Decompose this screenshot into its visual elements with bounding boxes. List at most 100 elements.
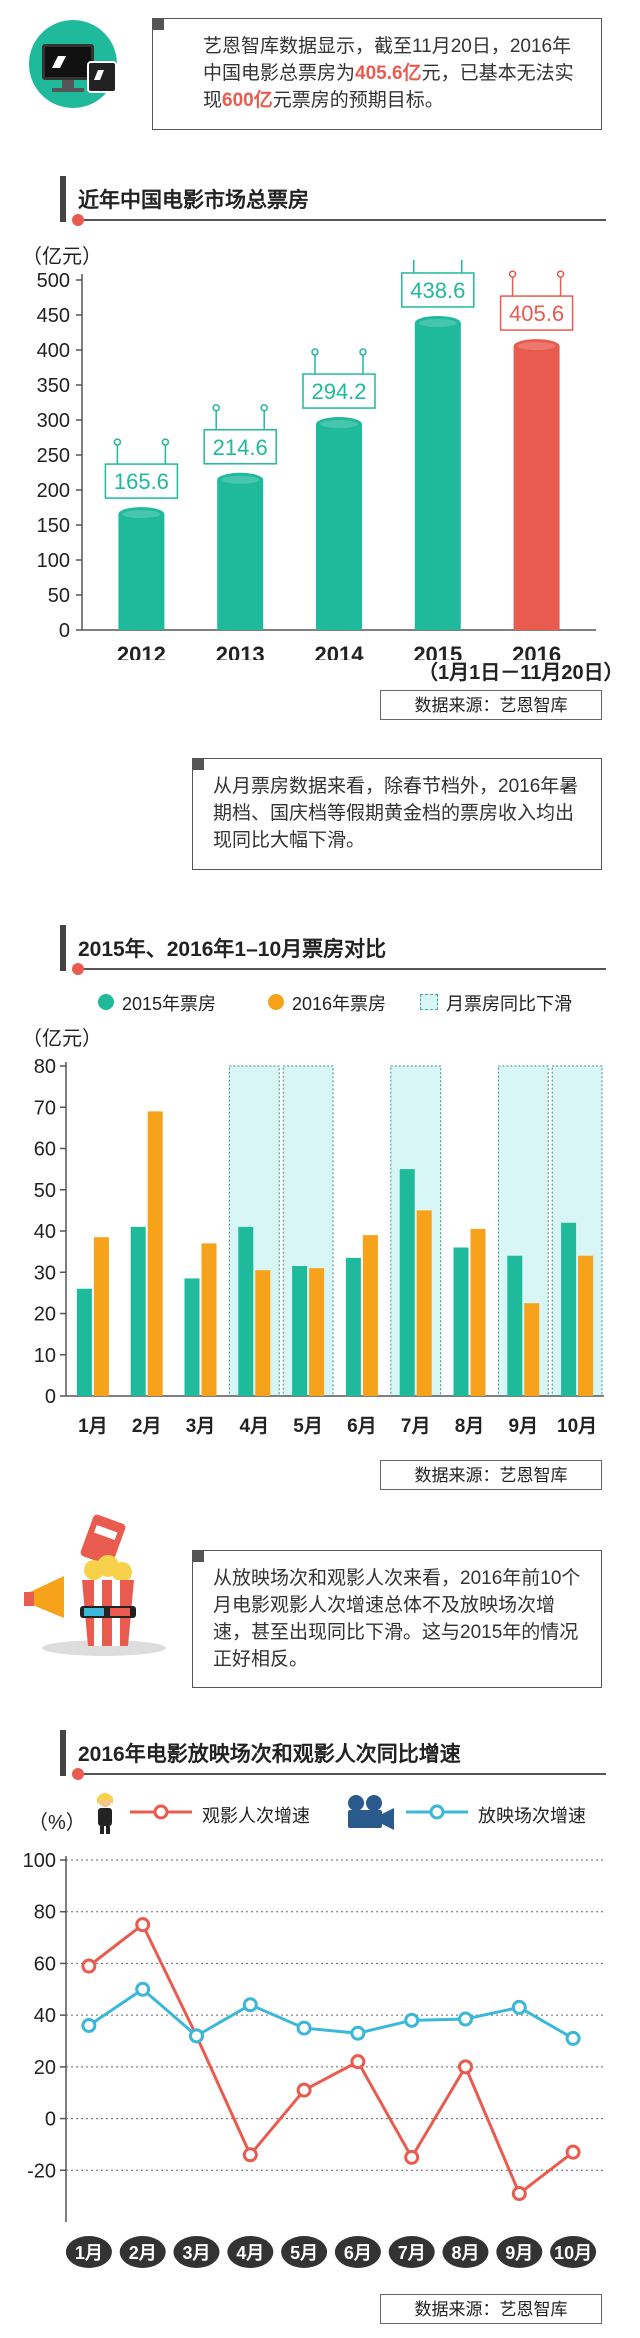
chart3-x-tick-label: 3月 (182, 2243, 210, 2263)
chart2-bar-2015 (399, 1169, 415, 1396)
chart2-x-tick-label: 2月 (132, 1416, 162, 1437)
chart3-svg: -20 0 20 40 60 80 100 1月 2月 3月 4月 5月 6月 7月 8月 9月 10月 (23, 1850, 604, 2268)
chart3-x-tick-label: 8月 (451, 2243, 479, 2263)
chart1-y-tick-label: 300 (37, 410, 70, 432)
chart1-data-label: 294.2 (311, 379, 366, 404)
section-marker-3 (60, 1730, 66, 1776)
chart1-svg: 0 50 100 150 200 250 300 350 400 450 500 165.6 2012 2… (37, 260, 596, 660)
legend-decline-swatch (420, 994, 438, 1010)
intro-note-1: 艺恩智库数据显示，截至11月20日，2016年中国电影总票房为405.6亿元，已… (152, 18, 602, 130)
chart3-audience-point (350, 2054, 366, 2070)
chart1-y-tick-label: 250 (37, 445, 70, 467)
chart2-bar-2016 (201, 1243, 217, 1396)
chart1-label-pin-head (556, 270, 565, 278)
section-line-2 (84, 968, 606, 970)
chart2-bar-2015 (345, 1257, 361, 1396)
chart1-bar-cap-shine (517, 342, 556, 351)
chart2-y-tick-label: 50 (34, 1180, 56, 1202)
chart1-bar (513, 346, 560, 630)
chart1-label-pin-head (113, 438, 122, 446)
chart1-bar (414, 322, 461, 630)
chart2-x-tick-label: 9月 (509, 1416, 539, 1437)
chart3-y-tick-label: -20 (27, 2160, 56, 2182)
chart2-y-tick-label: 70 (34, 1097, 56, 1119)
chart3-x-tick-bubble (281, 2236, 328, 2268)
chart1-x-tick-label: 2015 (413, 642, 462, 660)
chart2-x-tick-label: 1月 (78, 1416, 108, 1437)
chart1-y-tick-label: 0 (59, 620, 70, 642)
chart1-bar-cap-shine (122, 510, 161, 519)
legend-2016-swatch (268, 994, 284, 1010)
chart2-x-tick-label: 5月 (293, 1416, 323, 1437)
chart3-y-tick-label: 100 (23, 1850, 56, 1872)
intro-text-1: 艺恩智库数据显示，截至11月20日，2016年中国电影总票房为405.6亿元，已… (203, 33, 585, 114)
chart3-x-tick-label: 2月 (129, 2243, 157, 2263)
section-marker-1 (60, 176, 66, 222)
audience-person-icon (97, 1793, 113, 1834)
chart2-svg: 0 10 20 30 40 50 60 70 80 1月 2月 3月 4月 5月 6月 7月 8月 9月 10月 (34, 1056, 604, 1437)
chart3-screening-point (296, 2020, 312, 2036)
chart3-x-tick-label: 7月 (398, 2243, 426, 2263)
chart1-data-label-box (203, 429, 277, 465)
chart2-bar-2016 (309, 1268, 325, 1396)
chart3-title: 2016年电影放映场次和观影人次同比增速 (78, 1743, 461, 1766)
chart1-bar-cap (513, 339, 560, 354)
intro1-post: 元票房的预期目标。 (272, 90, 444, 111)
chart1-bar-cap-shine (221, 475, 260, 484)
chart3-y-tick-label: 80 (34, 1902, 56, 1924)
chart1-data-label-box (302, 373, 376, 409)
chart3-audience-point (135, 1917, 151, 1933)
chart1-bar-cap-shine (320, 420, 358, 429)
chart1-x-tick-label: 2013 (216, 642, 265, 660)
chart1-data-label: 165.6 (114, 469, 169, 494)
chart2-unit: （亿元） (22, 1028, 102, 1050)
chart1-y-tick-label: 450 (37, 305, 70, 327)
legend-screening-marker (406, 1804, 468, 1820)
chart1-source: 数据来源：艺恩智库 (380, 690, 602, 720)
chart3-screening-line (88, 1987, 574, 2040)
chart2-bar-2015 (507, 1255, 523, 1396)
chart3-source: 数据来源：艺恩智库 (380, 2294, 602, 2324)
section-dot-1 (72, 214, 84, 226)
chart2-bar-2015 (453, 1247, 469, 1396)
chart1-y-tick-label: 50 (48, 585, 70, 607)
chart2-y-tick-label: 60 (34, 1139, 56, 1161)
chart3-audience-point (511, 2186, 527, 2202)
chart2-x-tick-label: 3月 (186, 1416, 216, 1437)
chart3-unit: （%） (28, 1812, 86, 1834)
chart3-x-tick-bubble (334, 2236, 381, 2268)
section-marker-2 (60, 925, 66, 971)
chart3-x-tick-bubble (388, 2236, 435, 2268)
intro-text-2: 从月票房数据来看，除春节档外，2016年暑期档、国庆档等假期黄金档的票房收入均出… (213, 776, 579, 851)
chart2-bar-2015 (76, 1288, 92, 1396)
legend-screening-label: 放映场次增速 (478, 1806, 586, 1826)
chart2-bar-2016 (578, 1255, 594, 1396)
chart3-screening-point (135, 1981, 151, 1997)
chart1-x-tick-label: 2012 (117, 642, 166, 660)
chart1-x-tick-label: 2014 (315, 642, 365, 660)
chart1-y-tick-label: 100 (37, 550, 70, 572)
chart1-label-pin-head (359, 348, 367, 356)
chart3-x-tick-bubble (173, 2236, 220, 2268)
film-camera-icon (348, 1795, 394, 1830)
chart3-screening-point (350, 2025, 366, 2041)
chart2-y-tick-label: 40 (34, 1221, 56, 1243)
chart1-data-label-box (499, 295, 574, 331)
legend-2015-label: 2015年票房 (122, 994, 217, 1014)
chart2-y-tick-label: 80 (34, 1056, 56, 1078)
chart3-x-tick-label: 9月 (505, 2243, 533, 2263)
chart3-y-tick-label: 20 (34, 2057, 56, 2079)
chart2-bar-2015 (238, 1226, 254, 1396)
chart1-bar (118, 514, 165, 630)
chart3-audience-point (458, 2059, 473, 2075)
chart2-y-tick-label: 30 (34, 1262, 56, 1284)
chart2-bar-2016 (147, 1111, 163, 1396)
chart2-bar-2015 (184, 1278, 200, 1396)
chart2-bar-2015 (561, 1222, 577, 1396)
chart1-bar-cap (118, 507, 165, 522)
chart2-x-tick-label: 8月 (455, 1416, 485, 1437)
chart3-audience-point (81, 1958, 97, 1974)
chart1-bar-cap (316, 417, 362, 432)
chart1-y-tick-label: 500 (37, 270, 70, 292)
chart1-subnote: （1月1日－11月20日） (418, 662, 624, 684)
